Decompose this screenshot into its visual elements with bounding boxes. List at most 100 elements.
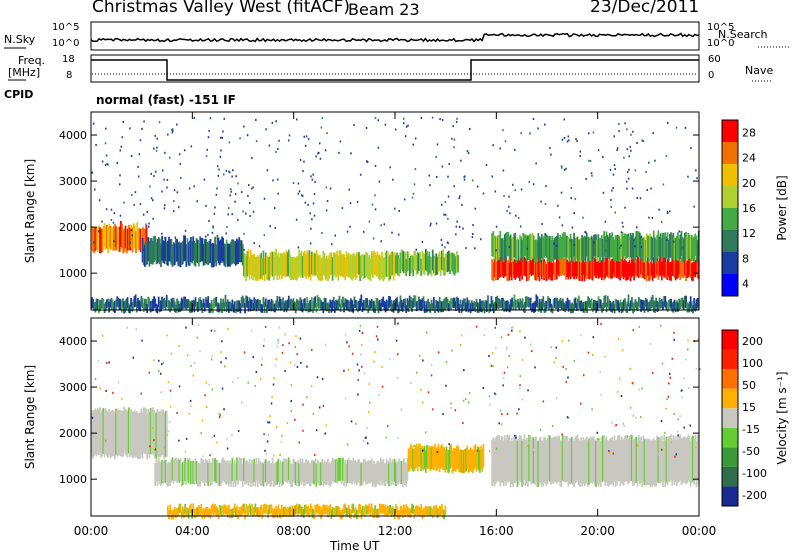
power-cell (300, 250, 303, 275)
velocity-speckle (665, 407, 667, 410)
velocity-speckle (160, 391, 162, 394)
power-cell (671, 235, 674, 260)
power-cell (635, 230, 638, 258)
power-cell (513, 233, 515, 258)
power-speckle (625, 180, 628, 183)
velocity-cell (468, 449, 471, 473)
power-cell (601, 304, 603, 313)
velocity-speckle (483, 334, 486, 337)
velocity-speckle (192, 374, 194, 377)
power-speckle (377, 119, 379, 122)
power-cell (580, 254, 582, 276)
power-cell (502, 297, 504, 310)
power-cell (617, 234, 619, 261)
velocity-speckle (397, 353, 399, 356)
velocity-cell (206, 506, 208, 517)
power-cell (627, 233, 630, 258)
velocity-speckle (274, 364, 277, 367)
power-cell (401, 250, 404, 272)
power-cell (378, 254, 381, 281)
power-cell (429, 256, 432, 275)
power-speckle (278, 139, 280, 142)
power-cell (622, 235, 625, 260)
power-speckle (573, 212, 575, 215)
power-cell (574, 256, 577, 277)
velocity-cell (441, 444, 443, 468)
power-speckle (146, 210, 149, 213)
x-tick-label: 16:00 (479, 524, 514, 538)
velocity-cell (123, 406, 125, 453)
power-cell (146, 303, 149, 314)
power-speckle (451, 137, 453, 140)
power-cell (321, 301, 324, 311)
power-cell (186, 299, 189, 309)
velocity-cell (546, 437, 549, 484)
power-speckle (508, 205, 510, 208)
power-speckle (225, 169, 228, 172)
velocity-cell (231, 508, 234, 518)
power-cell (239, 240, 242, 263)
power-cell (132, 223, 135, 250)
power-speckle (628, 155, 631, 158)
power-cell (307, 303, 310, 313)
power-cell (133, 225, 136, 248)
power-cell (683, 255, 686, 276)
power-cell (533, 259, 536, 280)
velocity-cell (272, 508, 275, 519)
velocity-cell (361, 505, 364, 516)
power-cell (545, 234, 548, 258)
power-cell (579, 300, 581, 310)
velocity-cell (367, 460, 370, 484)
power-speckle (431, 116, 434, 119)
power-cell (211, 303, 214, 314)
power-cell (607, 260, 610, 279)
velocity-speckle (518, 408, 520, 411)
power-speckle (168, 156, 171, 159)
power-speckle (153, 147, 155, 150)
power-cell (522, 254, 525, 276)
power-cell (255, 256, 258, 281)
power-speckle (609, 168, 612, 171)
velocity-cell (205, 458, 207, 482)
velocity-cell (170, 510, 173, 520)
power-cell (260, 303, 263, 313)
power-cell (588, 237, 590, 263)
velocity-speckle (555, 356, 557, 359)
velocity-cell (503, 435, 506, 482)
power-cell (695, 256, 698, 275)
power-speckle (216, 165, 219, 168)
power-speckle (183, 149, 186, 152)
velocity-cell (264, 459, 267, 483)
power-cell (560, 236, 563, 260)
velocity-speckle (273, 377, 275, 380)
power-cell (548, 236, 551, 259)
power-cell (653, 237, 656, 263)
power-cell (535, 239, 537, 263)
power-speckle (458, 197, 461, 200)
velocity-speckle (420, 388, 422, 391)
velocity-cell (419, 507, 421, 517)
power-speckle (105, 154, 108, 157)
power-cell (107, 227, 110, 254)
power-cell (301, 303, 304, 313)
power-cell (309, 299, 312, 312)
power-cell (145, 225, 148, 249)
power-cell (336, 300, 339, 310)
power-speckle (193, 185, 195, 188)
velocity-speckle (448, 443, 450, 446)
power-cell (608, 298, 610, 310)
power-cell (590, 235, 593, 262)
velocity-cell (399, 506, 402, 516)
velocity-cell (321, 506, 324, 516)
power-speckle (152, 217, 154, 220)
power-cell (338, 295, 341, 307)
velocity-cell (426, 506, 428, 516)
power-cell (518, 302, 520, 311)
velocity-cell (312, 460, 314, 484)
power-cell (188, 301, 191, 313)
power-cell (287, 295, 290, 308)
power-cell (153, 236, 155, 262)
power-speckle (502, 169, 505, 172)
velocity-speckle (413, 444, 415, 447)
power-cell (521, 260, 524, 280)
